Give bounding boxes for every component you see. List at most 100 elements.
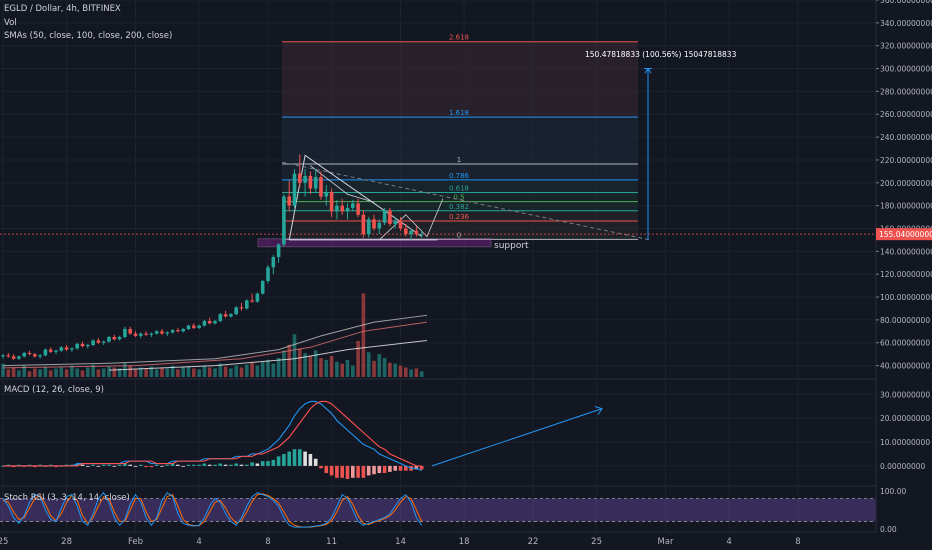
macd-histogram-bar bbox=[207, 464, 212, 466]
volume-bar bbox=[43, 366, 48, 377]
volume-bar bbox=[404, 367, 408, 377]
symbol-title[interactable]: EGLD / Dollar, 4h, BITFINEX bbox=[4, 4, 121, 14]
macd-histogram-bar bbox=[372, 465, 376, 475]
macd-histogram-bar bbox=[377, 465, 382, 474]
volume-bar bbox=[197, 369, 201, 377]
fib-level-label: 1.618 bbox=[449, 109, 469, 117]
candle-body bbox=[80, 343, 85, 347]
sma200-line bbox=[108, 339, 428, 371]
macd-line bbox=[3, 400, 422, 472]
candle-body bbox=[329, 191, 334, 212]
macd-histogram-bar bbox=[133, 465, 138, 467]
candle-body bbox=[43, 349, 48, 356]
sma-lines bbox=[2, 314, 428, 371]
fib-zone bbox=[282, 201, 638, 211]
stoch-rsi-legend[interactable]: Stoch RSI (3, 3, 14, 14, close) bbox=[4, 493, 130, 503]
macd-tick-label: 30.00000000 bbox=[880, 390, 930, 399]
candle-body bbox=[48, 349, 53, 352]
price-tick-label: 280.00000000 bbox=[880, 87, 932, 96]
candle-body bbox=[266, 267, 270, 282]
macd-histogram-bar bbox=[144, 465, 148, 468]
macd-tick-label: 20.00000000 bbox=[880, 414, 930, 423]
candle-body bbox=[17, 356, 21, 359]
volume-bar bbox=[186, 366, 191, 377]
candle-body bbox=[192, 325, 196, 328]
macd-histogram-bar bbox=[6, 464, 11, 466]
measure-label: 150.47818833 (100.56%) 15047818833 bbox=[585, 50, 737, 59]
candle-body bbox=[372, 219, 376, 229]
macd-histogram-bar bbox=[366, 465, 371, 476]
candle-body bbox=[112, 337, 117, 340]
volume-bar bbox=[292, 334, 297, 377]
candle-body bbox=[11, 356, 16, 359]
drawing-tools[interactable]: support 150.47818833 (100.56%) 1504781883… bbox=[0, 50, 876, 467]
volume-bar bbox=[75, 368, 79, 377]
volume-bar bbox=[366, 352, 371, 377]
volume-bar bbox=[298, 348, 302, 377]
macd-histogram-bar bbox=[250, 462, 254, 466]
candle-body bbox=[96, 340, 101, 343]
volume-bar bbox=[38, 369, 42, 377]
fib-zone bbox=[282, 117, 638, 164]
candle-body bbox=[393, 220, 397, 224]
candle-body bbox=[6, 355, 11, 357]
candle-body bbox=[149, 333, 154, 335]
time-tick-label: 25 bbox=[591, 537, 602, 547]
macd-histogram-bar bbox=[112, 465, 117, 467]
candle-body bbox=[1, 355, 5, 357]
time-tick-label: Mar bbox=[657, 537, 674, 547]
macd-histogram-bar bbox=[329, 465, 334, 476]
price-axis[interactable]: 360.00000000 340.00000000 320.00000000 300.… bbox=[875, 0, 932, 550]
price-tick-label: 300.00000000 bbox=[880, 65, 932, 74]
candle-body bbox=[282, 196, 286, 245]
volume-legend[interactable]: Vol bbox=[4, 18, 17, 28]
volume-bar bbox=[409, 369, 413, 377]
macd-histogram-bar bbox=[292, 449, 297, 466]
fib-extension[interactable]: 2.618 1.618 1 0.786 0.618 0.50.382 0.236 0 bbox=[282, 34, 638, 240]
macd-histogram-bar bbox=[48, 464, 53, 466]
macd-arrowhead bbox=[594, 406, 603, 415]
volume-bar bbox=[202, 365, 207, 377]
stoch-k-line bbox=[2, 491, 423, 528]
stoch-tick-label: 0.00 bbox=[880, 525, 897, 534]
candle-body bbox=[133, 333, 138, 336]
candle-body bbox=[86, 345, 90, 347]
price-tick-label: 320.00000000 bbox=[880, 42, 932, 51]
time-axis[interactable]: 25 28 Feb 4 8 11 14 18 22 25 Mar 4 8 bbox=[0, 537, 801, 547]
candle-body bbox=[186, 325, 191, 330]
macd-legend[interactable]: MACD (12, 26, close, 9) bbox=[4, 385, 104, 395]
volume-bar bbox=[112, 367, 117, 377]
fib-level-label: 0.382 bbox=[449, 203, 469, 211]
volume-bar bbox=[1, 363, 5, 377]
volume-bar bbox=[154, 369, 159, 377]
volume-bar bbox=[33, 368, 37, 377]
volume-bar bbox=[239, 367, 244, 377]
volume-bar bbox=[303, 353, 307, 377]
candle-body bbox=[117, 337, 122, 340]
macd-histogram-bar bbox=[165, 464, 170, 466]
macd-histogram-bar bbox=[345, 465, 350, 480]
macd-histogram-bar bbox=[202, 463, 207, 466]
macd-histogram-bar bbox=[255, 463, 260, 466]
macd-histogram-bar bbox=[356, 465, 360, 478]
volume-bar bbox=[287, 344, 291, 377]
volume-bar bbox=[86, 367, 90, 377]
macd-histogram-bar bbox=[239, 464, 244, 466]
volume-bar bbox=[250, 362, 254, 377]
sma-legend[interactable]: SMAs (50, close, 100, close, 200, close) bbox=[4, 31, 173, 41]
price-tick-label: 40.00000000 bbox=[880, 362, 930, 371]
macd-tick-label: 10.00000000 bbox=[880, 438, 930, 447]
candle-body bbox=[234, 307, 238, 315]
macd-histogram-bar bbox=[64, 464, 69, 466]
wave-line bbox=[310, 165, 375, 203]
time-tick-label: Feb bbox=[128, 537, 143, 547]
fib-level-label: 0.5 bbox=[453, 194, 464, 202]
fib-level-label: 2.618 bbox=[449, 34, 469, 42]
candle-body bbox=[107, 337, 111, 342]
macd-histogram-bar bbox=[266, 461, 270, 466]
stoch-band bbox=[0, 498, 876, 522]
macd-histogram-bar bbox=[245, 464, 249, 466]
macd-histogram-bar bbox=[303, 451, 307, 466]
macd-histogram-bar bbox=[351, 465, 355, 478]
